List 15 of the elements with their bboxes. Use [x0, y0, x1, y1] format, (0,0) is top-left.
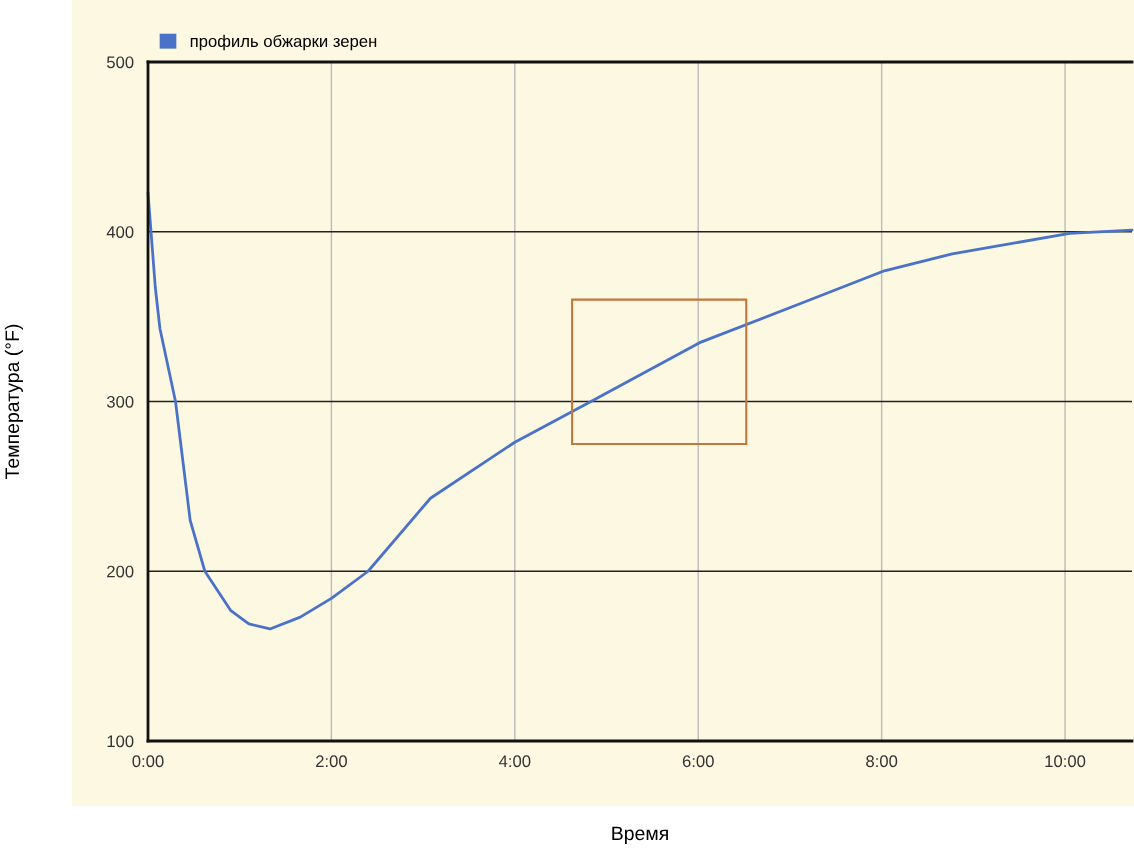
y-tick-label: 200 [107, 565, 134, 578]
x-tick-label: 8:00 [866, 755, 898, 768]
y-tick-label: 500 [106, 56, 134, 69]
line-series [146, 191, 1134, 631]
x-tick-label: 6:00 [682, 755, 714, 768]
x-tick-label: 4:00 [498, 755, 531, 768]
y-tick-label: 300 [106, 395, 134, 408]
x-tick-label: 0:00 [132, 755, 164, 768]
x-axis-title: Время [612, 826, 668, 845]
y-tick-label: 400 [106, 226, 134, 238]
y-axis-title: Температура (°F) [4, 324, 23, 479]
legend-label: профиль обжарки зерен [190, 34, 377, 51]
x-tick-label: 2:00 [316, 755, 347, 768]
y-tick-label: 100 [107, 735, 134, 748]
x-tick-label: 10:00 [1045, 755, 1086, 768]
